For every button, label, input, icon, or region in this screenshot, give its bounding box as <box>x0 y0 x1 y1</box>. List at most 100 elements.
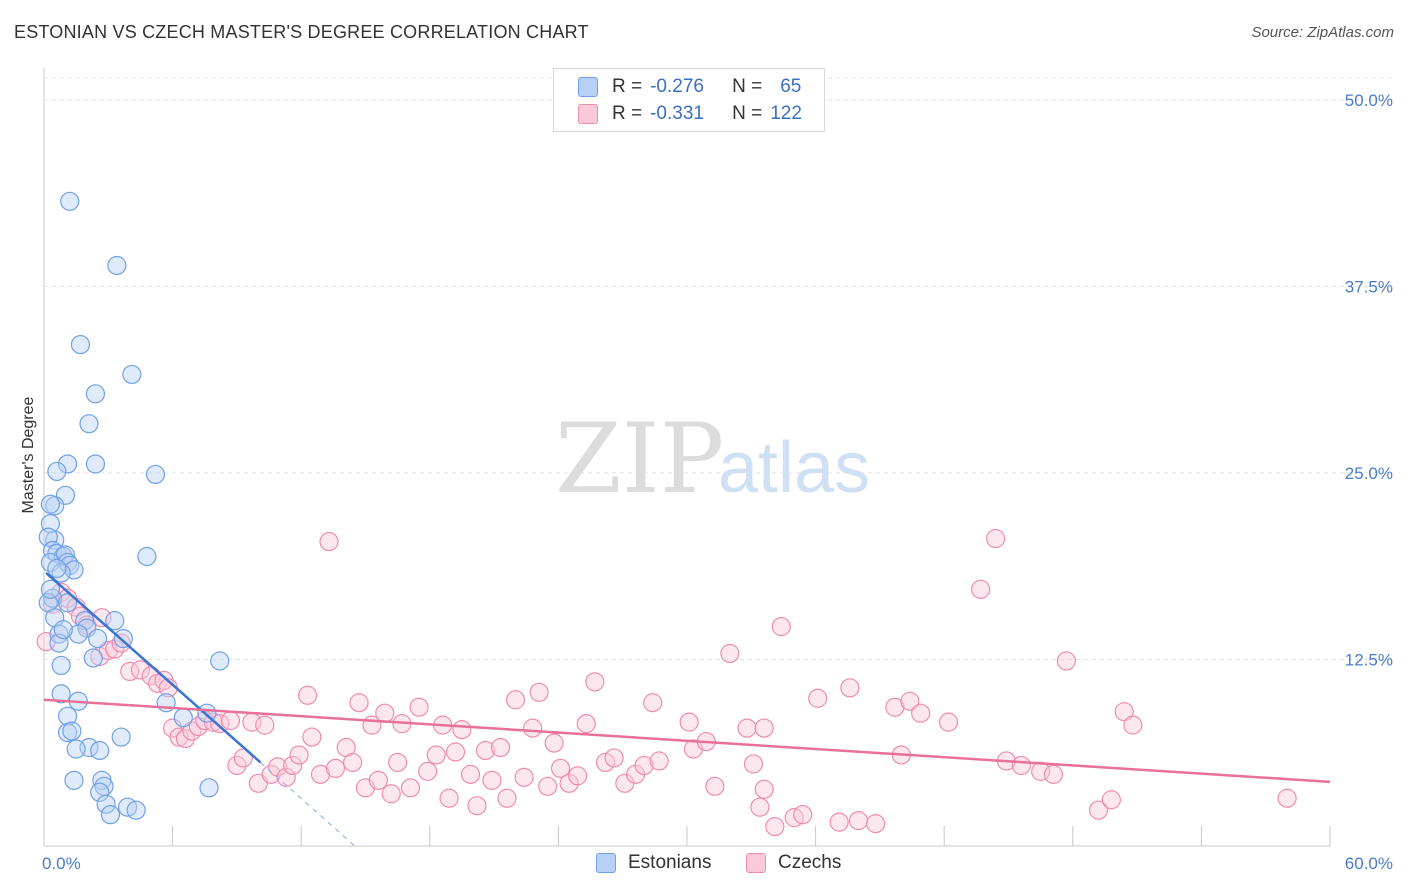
czech-point <box>568 766 588 786</box>
czech-point <box>261 764 281 784</box>
czech-point <box>497 788 517 808</box>
czech-point <box>585 672 605 692</box>
estonian-point <box>83 648 103 668</box>
czech-point <box>576 714 596 734</box>
czech-point <box>490 737 511 758</box>
czech-point <box>1123 715 1143 735</box>
czech-point <box>754 779 774 799</box>
czech-point <box>220 711 241 731</box>
estonian-point <box>145 464 166 485</box>
estonian-point <box>40 579 61 599</box>
czech-point <box>986 528 1006 549</box>
czech-point <box>482 770 502 790</box>
y-tick-label: 25.0% <box>1345 464 1393 483</box>
estonian-point <box>85 384 106 404</box>
estonian-point <box>87 628 108 649</box>
estonian-point <box>111 727 131 747</box>
bottom-legend-estonians: Estonians <box>596 850 711 876</box>
czech-point <box>737 718 757 738</box>
czech-point <box>452 719 472 740</box>
estonian-point <box>40 494 61 514</box>
gridlines <box>44 77 1395 660</box>
legend-n-label: N = <box>732 103 763 124</box>
czech-point <box>475 740 496 761</box>
czech-point <box>227 755 247 776</box>
czech-point <box>439 788 459 808</box>
y-tick-label: 37.5% <box>1345 277 1393 296</box>
estonians-trend-extension <box>260 761 356 847</box>
czech-point <box>175 728 196 749</box>
czech-point <box>409 697 429 717</box>
czech-point <box>765 816 785 837</box>
correlation-legend: R = -0.276 N = 65 R = -0.331 N = 122 <box>553 68 825 132</box>
czech-point <box>302 727 322 747</box>
czech-point <box>679 712 699 732</box>
estonian-point <box>79 414 99 434</box>
watermark-zip: ZIP <box>555 403 724 515</box>
czech-point <box>771 617 791 637</box>
legend-swatch-pink <box>578 104 598 124</box>
czech-point <box>649 751 669 771</box>
czech-point <box>911 703 931 723</box>
estonian-point <box>57 552 78 573</box>
estonian-point <box>126 800 146 820</box>
czech-point <box>233 748 253 768</box>
axes <box>43 68 1331 847</box>
x-tick-label: 60.0% <box>1345 854 1393 873</box>
czech-point <box>544 733 564 753</box>
czech-point <box>848 811 869 831</box>
czech-point <box>529 682 549 702</box>
czech-point <box>1088 800 1109 820</box>
czech-point <box>829 812 849 832</box>
trend-lines <box>43 571 1331 847</box>
estonian-point <box>68 624 88 644</box>
estonian-point <box>96 794 116 814</box>
watermark-atlas: atlas <box>718 428 870 508</box>
czech-point <box>289 745 309 765</box>
y-tick-label: 12.5% <box>1345 650 1393 669</box>
czech-point <box>343 752 363 773</box>
czech-point <box>743 754 764 774</box>
legend-r-value: -0.331 <box>650 103 704 124</box>
estonian-point <box>210 651 230 671</box>
estonian-point <box>57 706 78 726</box>
czech-point <box>938 712 959 732</box>
bottom-legend-czechs: Czechs <box>746 850 841 876</box>
czech-point <box>604 748 624 768</box>
czech-point <box>1043 764 1064 784</box>
estonian-point <box>64 770 84 790</box>
estonian-point <box>100 805 121 825</box>
estonian-point <box>113 628 133 649</box>
czech-point <box>866 814 886 834</box>
estonian-point <box>173 708 193 728</box>
czech-point <box>505 690 526 710</box>
czech-point <box>445 742 466 762</box>
estonian-point <box>53 620 73 640</box>
estonian-point <box>122 364 142 385</box>
czech-point <box>595 752 616 773</box>
czech-point <box>1011 755 1031 776</box>
czech-point <box>720 643 740 664</box>
estonians-points <box>38 191 230 825</box>
estonian-point <box>57 593 78 613</box>
czech-point <box>1277 788 1297 808</box>
legend-row-czechs: R = -0.331 N = 122 <box>578 102 802 126</box>
estonian-point <box>107 255 127 276</box>
czechs-trend-line <box>43 698 1331 784</box>
estonian-point <box>57 454 78 474</box>
czech-point <box>900 691 920 711</box>
czech-point <box>467 796 487 816</box>
czech-point <box>793 805 813 825</box>
estonians-trend-line <box>45 571 262 764</box>
czech-point <box>550 758 571 779</box>
legend-swatch-blue <box>578 77 598 97</box>
czech-point <box>388 752 408 773</box>
czechs-points <box>36 528 1297 837</box>
estonian-point <box>70 334 91 355</box>
estonian-point <box>66 739 86 759</box>
czech-point <box>754 718 774 738</box>
chart-title: ESTONIAN VS CZECH MASTER'S DEGREE CORREL… <box>14 22 589 42</box>
czech-point <box>643 693 663 713</box>
estonian-point <box>137 546 157 567</box>
